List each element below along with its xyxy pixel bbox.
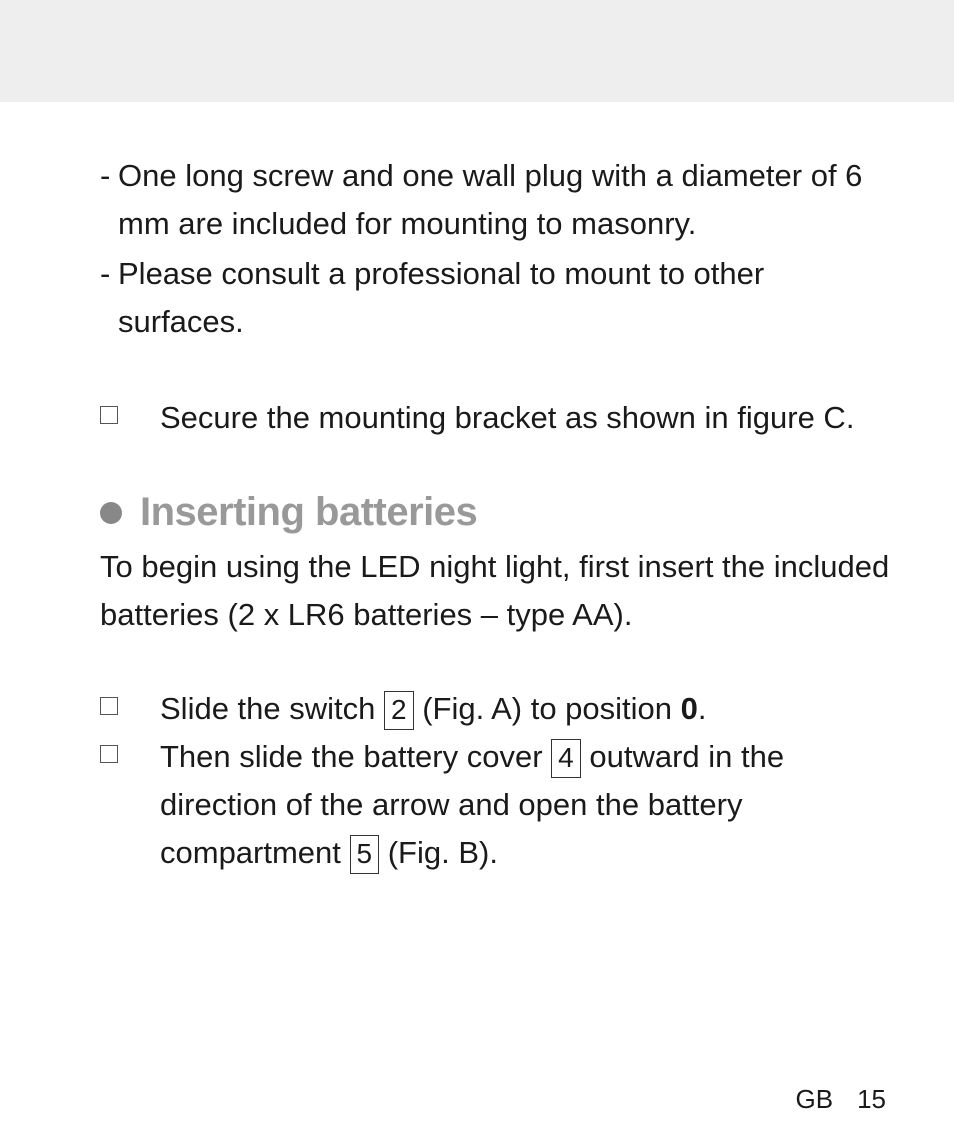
checkbox-icon — [100, 745, 118, 763]
dash-marker: - — [100, 250, 118, 346]
checkbox-list-item: Slide the switch 2 (Fig. A) to position … — [100, 685, 894, 733]
dash-list-item: - One long screw and one wall plug with … — [100, 152, 894, 248]
checkbox-marker — [100, 685, 160, 733]
heading-text: Inserting batteries — [140, 490, 477, 535]
checkbox-text: Secure the mounting bracket as shown in … — [160, 394, 894, 442]
text-fragment: (Fig. B). — [379, 835, 498, 870]
text-fragment: Slide the switch — [160, 691, 384, 726]
bold-text: 0 — [681, 691, 698, 726]
document-page: - One long screw and one wall plug with … — [0, 102, 954, 1145]
text-fragment: . — [698, 691, 707, 726]
text-fragment: (Fig. A) to position — [414, 691, 681, 726]
step-text: Slide the switch 2 (Fig. A) to position … — [160, 685, 894, 733]
footer-language: GB — [796, 1084, 834, 1114]
text-fragment: Then slide the battery cover — [160, 739, 551, 774]
dash-text: One long screw and one wall plug with a … — [118, 152, 894, 248]
footer-page-number: 15 — [857, 1084, 886, 1114]
page-footer: GB 15 — [796, 1084, 887, 1115]
section-heading: Inserting batteries — [100, 490, 894, 535]
dash-marker: - — [100, 152, 118, 248]
reference-box: 4 — [551, 739, 581, 777]
step-text: Then slide the battery cover 4 outward i… — [160, 733, 894, 877]
bullet-icon — [100, 502, 122, 524]
checkbox-list-item: Then slide the battery cover 4 outward i… — [100, 733, 894, 877]
reference-box: 5 — [350, 835, 380, 873]
reference-box: 2 — [384, 691, 414, 729]
checkbox-icon — [100, 406, 118, 424]
checkbox-icon — [100, 697, 118, 715]
checkbox-list-item: Secure the mounting bracket as shown in … — [100, 394, 894, 442]
dash-list-item: - Please consult a professional to mount… — [100, 250, 894, 346]
dash-text: Please consult a professional to mount t… — [118, 250, 894, 346]
checkbox-marker — [100, 394, 160, 442]
checkbox-list: Slide the switch 2 (Fig. A) to position … — [100, 685, 894, 877]
intro-paragraph: To begin using the LED night light, firs… — [100, 543, 894, 639]
checkbox-marker — [100, 733, 160, 877]
